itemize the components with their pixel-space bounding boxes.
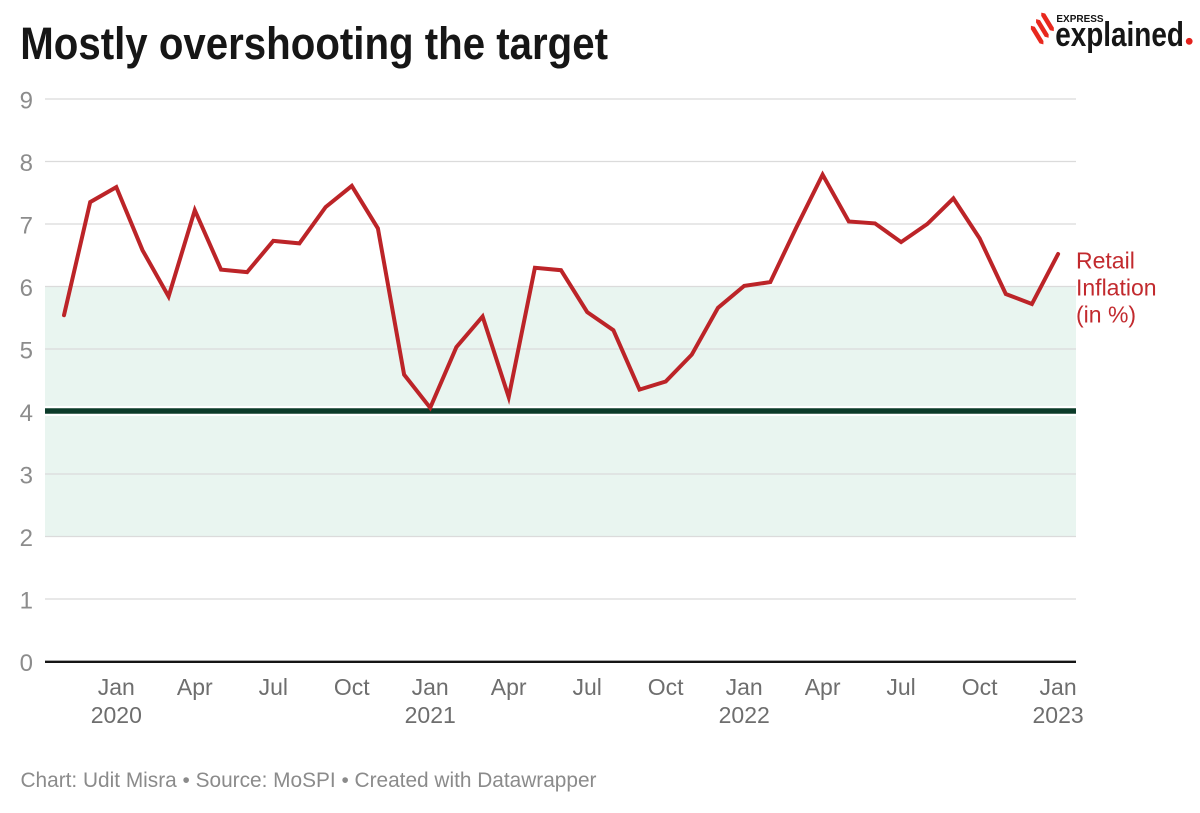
svg-text:4: 4 — [20, 400, 33, 427]
svg-text:3: 3 — [20, 463, 33, 490]
svg-text:0: 0 — [20, 650, 33, 677]
svg-text:2020: 2020 — [91, 702, 142, 728]
svg-text:2: 2 — [20, 525, 33, 552]
svg-text:Inflation: Inflation — [1076, 275, 1157, 301]
svg-text:Jan: Jan — [412, 674, 449, 700]
svg-text:2022: 2022 — [719, 702, 770, 728]
svg-text:(in %): (in %) — [1076, 302, 1136, 328]
svg-text:1: 1 — [20, 588, 33, 615]
svg-text:Jan: Jan — [726, 674, 763, 700]
svg-text:Oct: Oct — [648, 674, 684, 700]
svg-text:Mostly overshooting the target: Mostly overshooting the target — [20, 19, 608, 70]
svg-text:Jan: Jan — [1040, 674, 1077, 700]
svg-text:Apr: Apr — [177, 674, 213, 700]
svg-text:Jan: Jan — [98, 674, 135, 700]
svg-text:Jul: Jul — [886, 674, 915, 700]
svg-text:Retail: Retail — [1076, 248, 1135, 274]
svg-text:6: 6 — [20, 275, 33, 302]
svg-text:Jul: Jul — [259, 674, 288, 700]
svg-text:Apr: Apr — [805, 674, 841, 700]
svg-text:7: 7 — [20, 213, 33, 240]
svg-text:2021: 2021 — [405, 702, 456, 728]
svg-text:EXPRESS: EXPRESS — [1056, 14, 1103, 25]
svg-text:explained: explained — [1055, 15, 1184, 53]
svg-text:9: 9 — [20, 88, 33, 115]
svg-text:Oct: Oct — [962, 674, 998, 700]
svg-text:Apr: Apr — [491, 674, 527, 700]
svg-text:5: 5 — [20, 338, 33, 365]
svg-text:Chart: Udit Misra • Source: Mo: Chart: Udit Misra • Source: MoSPI • Crea… — [21, 769, 597, 792]
svg-text:Oct: Oct — [334, 674, 370, 700]
svg-text:2023: 2023 — [1033, 702, 1084, 728]
svg-text:Jul: Jul — [572, 674, 601, 700]
svg-text:8: 8 — [20, 150, 33, 177]
